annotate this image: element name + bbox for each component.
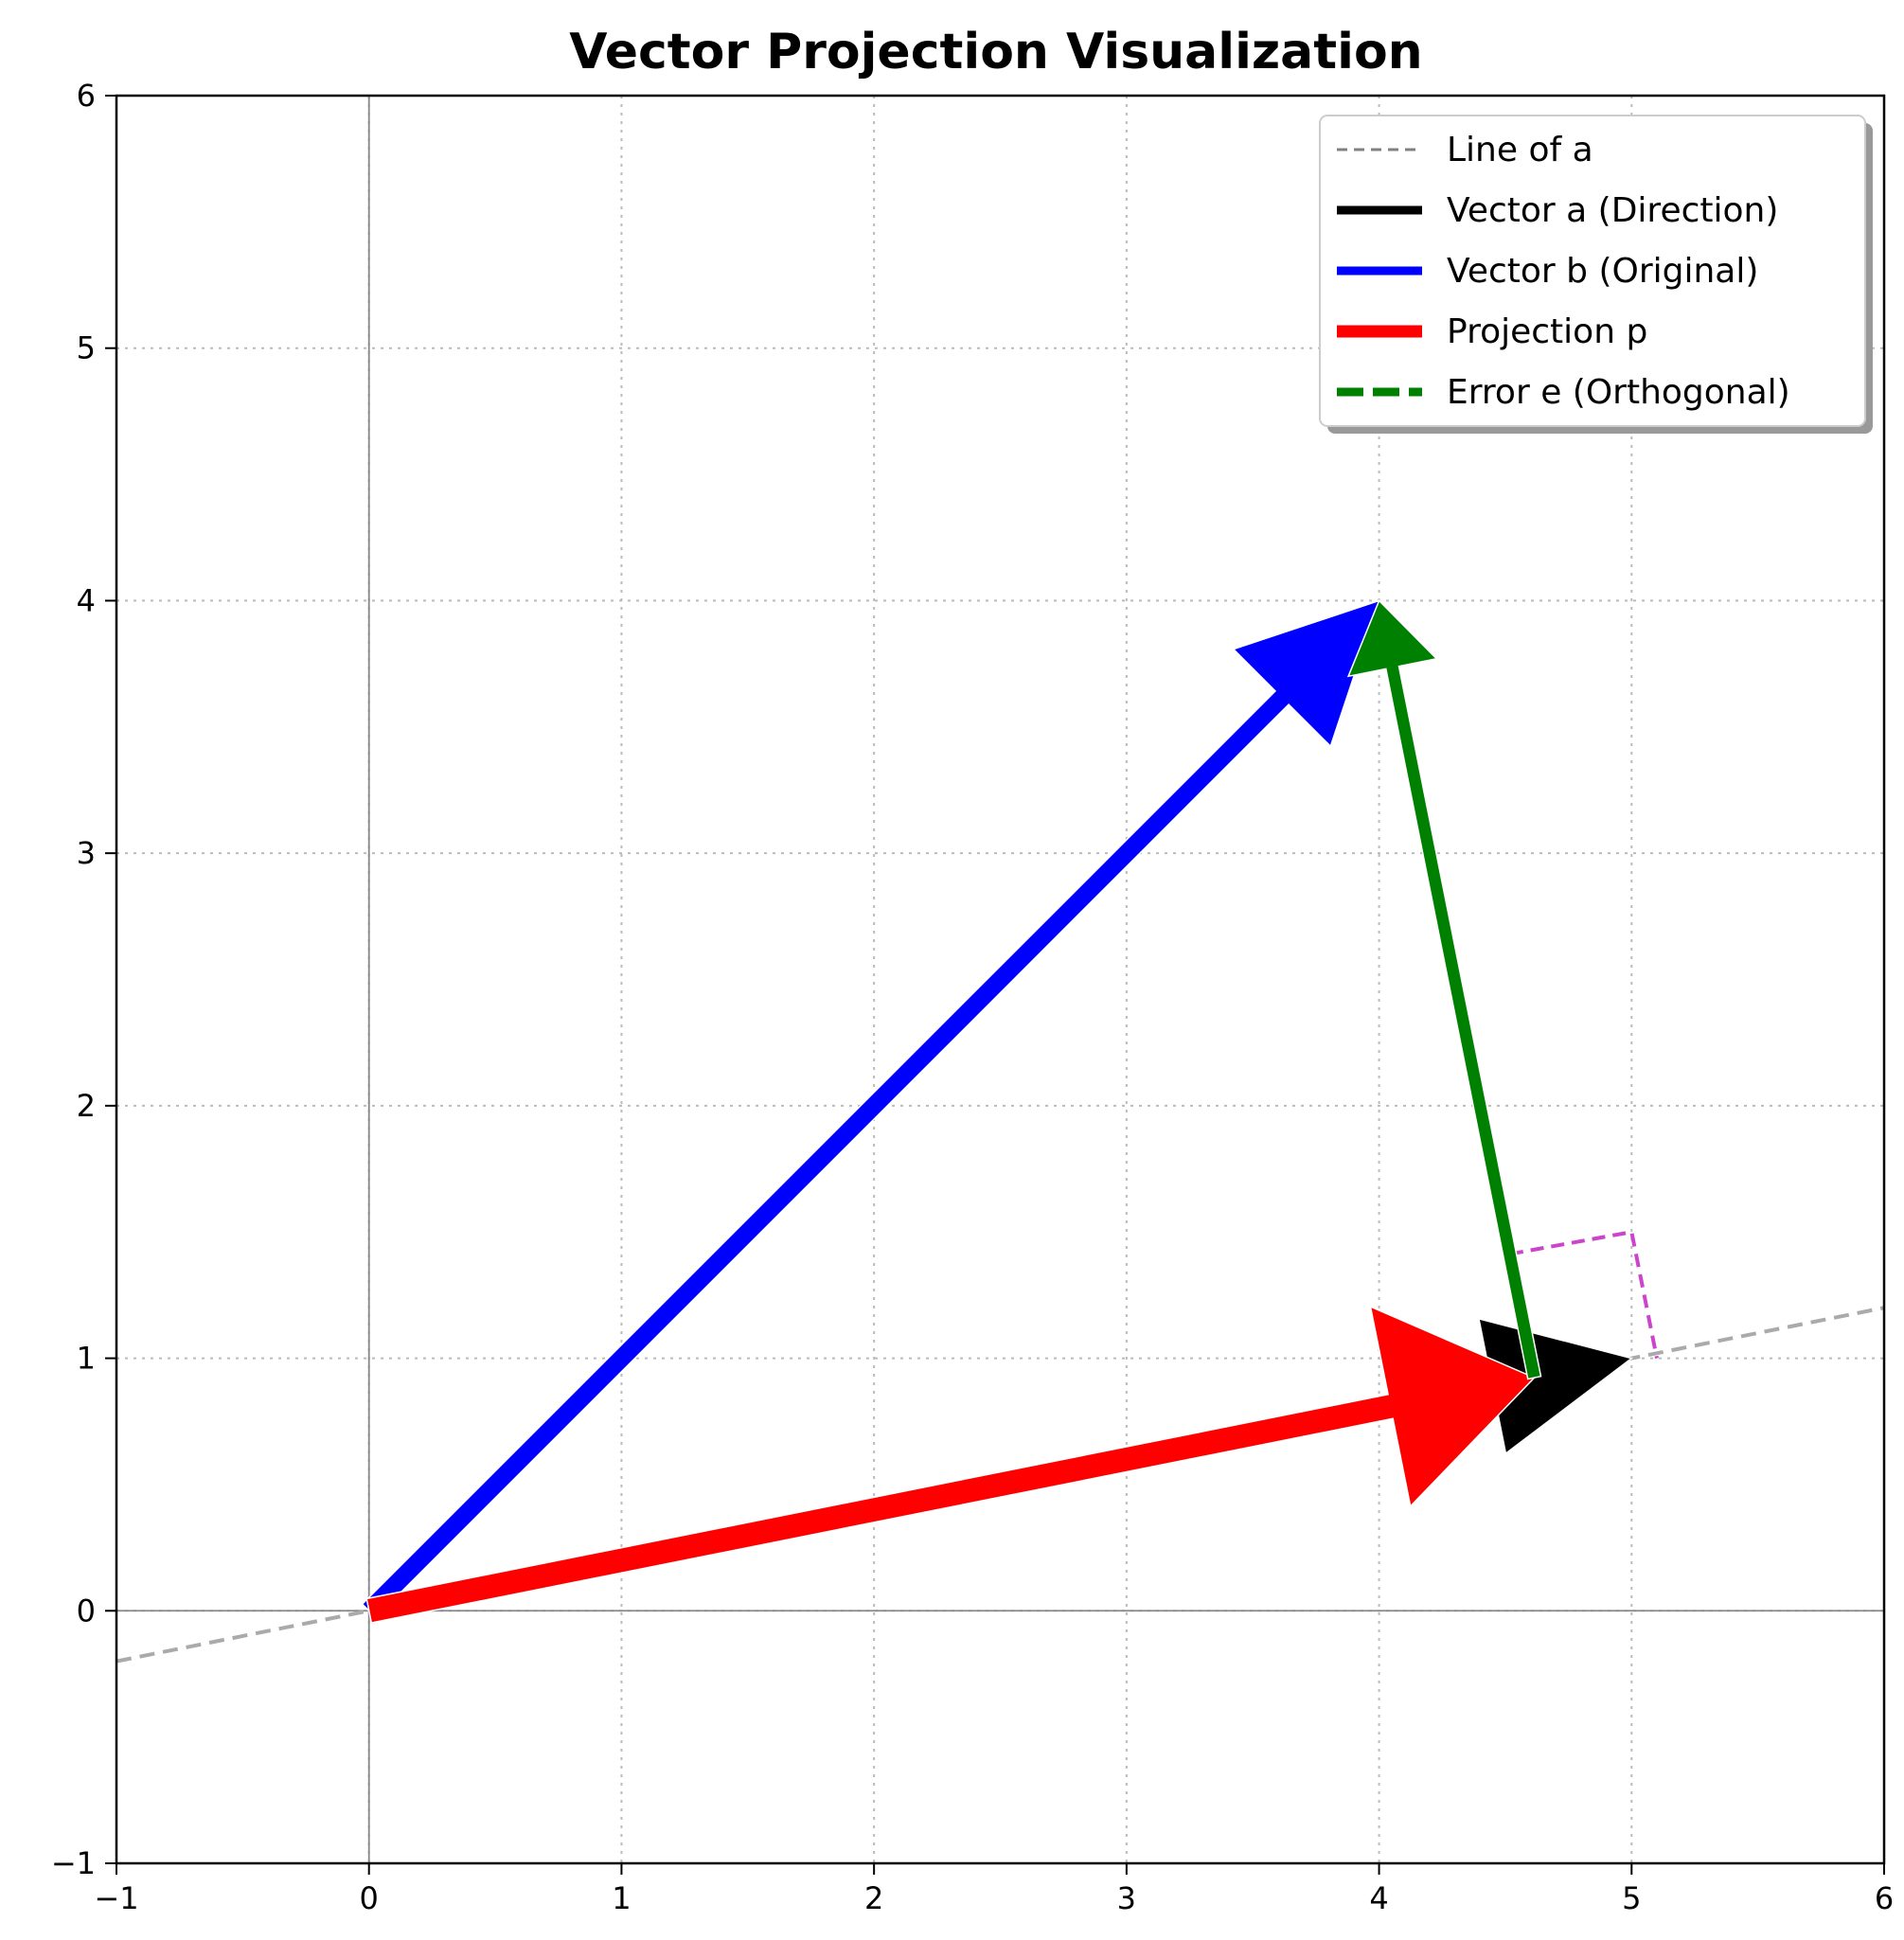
x-tick-label: 5 (1622, 1880, 1641, 1916)
right-angle-marker (1509, 1229, 1659, 1359)
arrow-projection-p (365, 1305, 1536, 1624)
chart-title: Vector Projection Visualization (569, 24, 1422, 80)
y-tick-label: 3 (77, 835, 96, 871)
x-tick-label: 1 (612, 1880, 631, 1916)
y-tick-label: 5 (77, 330, 96, 366)
y-tick-label: 4 (77, 582, 96, 618)
plot-frame (115, 94, 1886, 1865)
legend: Line of a Vector a (Direction) Vector b (O… (1319, 115, 1873, 434)
x-tick-label: −1 (94, 1880, 138, 1916)
axis-ticks: −1 0 1 2 3 4 5 6 −1 0 1 2 3 4 5 6 (51, 78, 1894, 1916)
y-tick-label: 6 (77, 78, 96, 114)
legend-label: Vector a (Direction) (1447, 191, 1778, 230)
right-angle-marker-group (1509, 1229, 1659, 1359)
legend-label: Projection p (1447, 312, 1647, 351)
y-tick-label: 0 (77, 1593, 96, 1629)
legend-label: Vector b (Original) (1447, 252, 1758, 291)
y-tick-label: 1 (77, 1341, 96, 1377)
x-tick-label: 2 (864, 1880, 883, 1916)
x-tick-label: 3 (1117, 1880, 1136, 1916)
legend-box (1319, 115, 1866, 427)
y-tick-label: −1 (51, 1845, 96, 1881)
x-tick-label: 4 (1369, 1880, 1388, 1916)
arrow-vector-b-original (361, 599, 1380, 1619)
x-tick-label: 0 (360, 1880, 379, 1916)
y-tick-label: 2 (77, 1088, 96, 1124)
legend-label: Line of a (1447, 131, 1593, 169)
vectors (361, 599, 1633, 1624)
arrow-error-e-orthogonal (1346, 599, 1542, 1380)
legend-label: Error e (Orthogonal) (1447, 373, 1790, 412)
x-tick-label: 6 (1875, 1880, 1894, 1916)
